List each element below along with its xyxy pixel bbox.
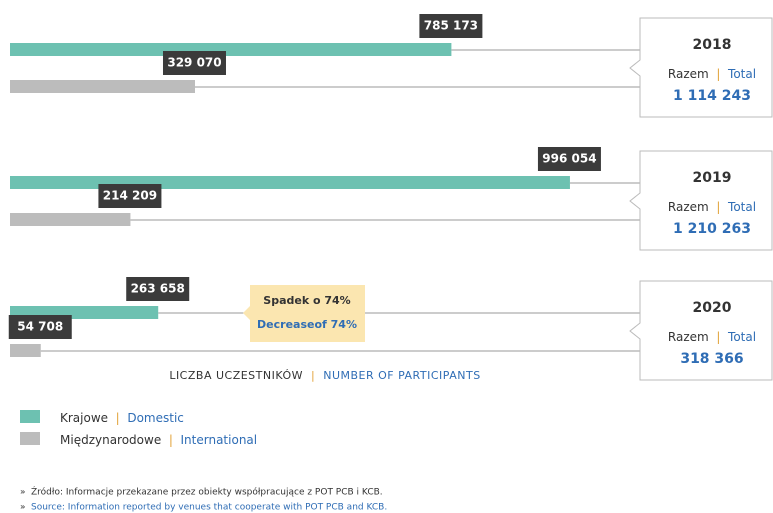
legend-swatch [20, 432, 40, 445]
total-panel [629, 17, 773, 118]
value-label-box [162, 51, 226, 75]
text-part: Razem [668, 200, 713, 214]
value-label-box [537, 147, 601, 171]
text-part: | [165, 433, 177, 447]
text-part: | [713, 200, 725, 214]
value-label-box [8, 315, 72, 339]
text-part: | [713, 330, 725, 344]
text-part: Total [724, 330, 756, 344]
text-part: LICZBA UCZESTNIKÓW [169, 369, 307, 382]
bar [10, 176, 570, 189]
bar [10, 80, 195, 93]
legend-swatch [20, 410, 40, 423]
value-label: 54 708 [17, 320, 63, 334]
value-label: 996 054 [542, 152, 596, 166]
text-part: Międzynarodowe [60, 433, 165, 447]
source-bullet: » [20, 488, 26, 498]
text-part: Razem [668, 330, 713, 344]
text-part: Krajowe [60, 411, 112, 425]
bar [10, 43, 452, 56]
value-label: 785 173 [424, 19, 478, 33]
total-value: 1 210 263 [673, 221, 751, 237]
axis-label: LICZBA UCZESTNIKÓW | NUMBER OF PARTICIPA… [169, 369, 480, 382]
year-label: 2018 [693, 37, 732, 53]
year-label: 2019 [693, 170, 732, 186]
text-part: Total [724, 67, 756, 81]
text-part: Total [724, 200, 756, 214]
text-part: NUMBER OF PARTICIPANTS [319, 369, 480, 382]
bar [10, 344, 41, 357]
value-label: 329 070 [167, 56, 221, 70]
text-part: | [112, 411, 124, 425]
value-label-box [126, 277, 190, 301]
legend-label: Krajowe | Domestic [60, 411, 184, 425]
value-label: 214 209 [103, 189, 157, 203]
text-part: Razem [668, 67, 713, 81]
source-text: Źródło: Informacje przekazane przez obie… [31, 486, 383, 498]
bar [10, 213, 131, 226]
annotation-en: Decreaseof 74% [257, 318, 357, 331]
total-label: Razem | Total [668, 67, 756, 81]
value-label-box [419, 14, 483, 38]
total-value: 318 366 [680, 351, 743, 367]
source-text: Source: Information reported by venues t… [31, 503, 387, 513]
total-value: 1 114 243 [673, 88, 751, 104]
total-label: Razem | Total [668, 330, 756, 344]
annotation-box [243, 285, 365, 342]
legend-label: Międzynarodowe | International [60, 433, 257, 447]
text-part: International [177, 433, 257, 447]
value-label-box [98, 184, 162, 208]
total-panel [629, 280, 773, 381]
text-part: | [307, 369, 319, 382]
annotation-pl: Spadek o 74% [263, 294, 350, 307]
text-part: Domestic [124, 411, 184, 425]
total-panel [629, 150, 773, 251]
source-bullet: » [20, 503, 26, 513]
text-part: | [713, 67, 725, 81]
value-label: 263 658 [131, 282, 185, 296]
total-label: Razem | Total [668, 200, 756, 214]
year-label: 2020 [693, 300, 732, 316]
